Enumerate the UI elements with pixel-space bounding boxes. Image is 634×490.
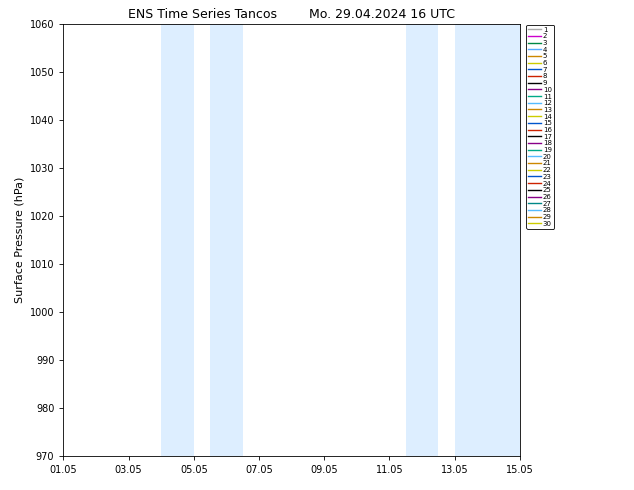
Legend: 1, 2, 3, 4, 5, 6, 7, 8, 9, 10, 11, 12, 13, 14, 15, 16, 17, 18, 19, 20, 21, 22, 2: 1, 2, 3, 4, 5, 6, 7, 8, 9, 10, 11, 12, 1… (526, 24, 554, 229)
Bar (406, 24, 438, 456)
Y-axis label: Surface Pressure (hPa): Surface Pressure (hPa) (14, 177, 24, 303)
Bar (210, 24, 243, 456)
Bar (455, 24, 520, 456)
Title: ENS Time Series Tancos        Mo. 29.04.2024 16 UTC: ENS Time Series Tancos Mo. 29.04.2024 16… (128, 7, 455, 21)
Bar (161, 24, 194, 456)
